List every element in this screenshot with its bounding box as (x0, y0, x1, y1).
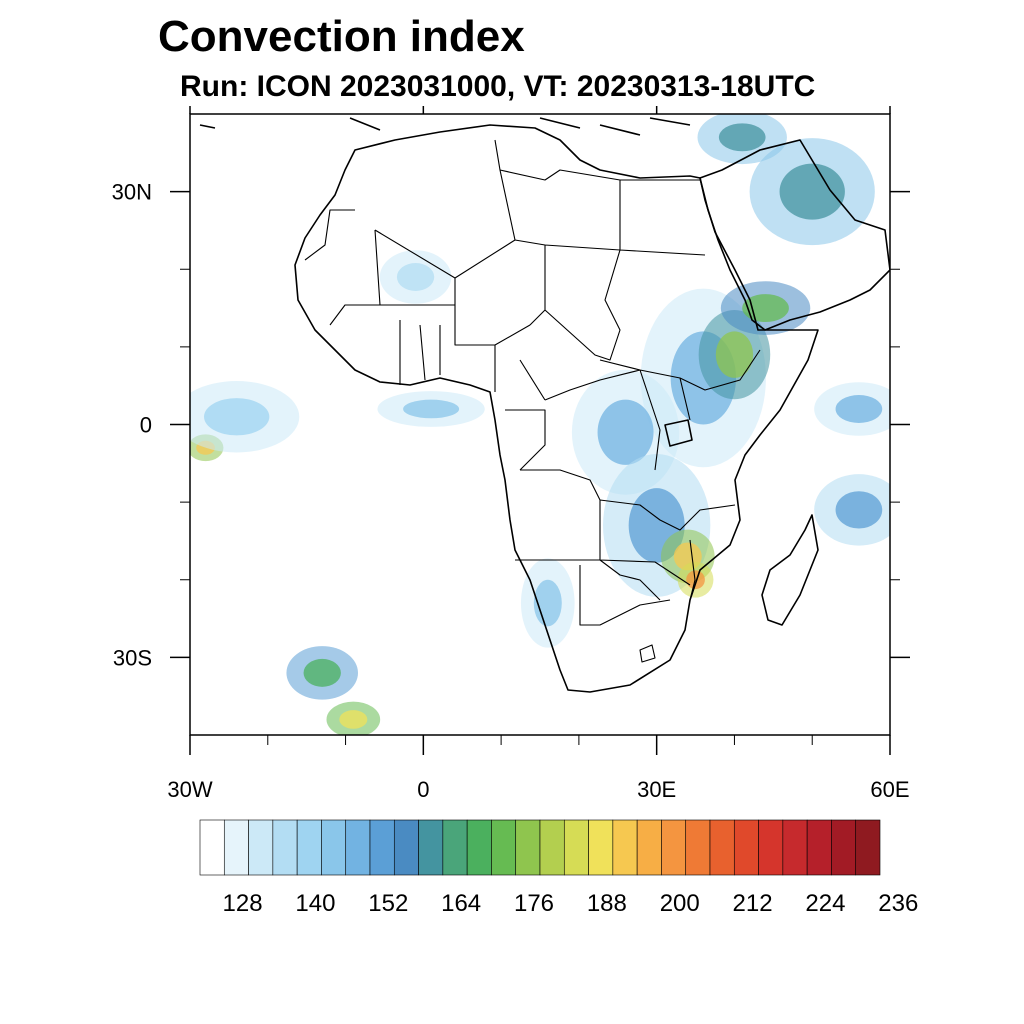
lat-tick-label: 30S (113, 645, 152, 670)
convection-blob (597, 399, 654, 465)
madagascar-coastline (761, 514, 819, 626)
colorbar-swatch (272, 819, 298, 876)
colorbar-swatch (345, 819, 371, 876)
map-subtitle: Run: ICON 2023031000, VT: 20230313-18UTC (180, 70, 816, 103)
colorbar-label: 176 (514, 890, 554, 917)
africa-coastline (294, 124, 819, 693)
lat-tick-label: 30N (112, 180, 152, 205)
colorbar-swatch (442, 819, 468, 876)
colorbar-label: 164 (441, 890, 481, 917)
lat-tick-label: 0 (140, 413, 152, 438)
lon-tick-label: 0 (417, 777, 429, 802)
convection-blob (718, 123, 766, 152)
lon-tick-label: 30W (167, 777, 212, 802)
lon-tick-label: 30E (637, 777, 676, 802)
mediterranean-north-coast (199, 117, 691, 136)
colorbar-swatch (831, 819, 857, 876)
colorbar-swatch (248, 819, 274, 876)
convection-blob (779, 163, 845, 220)
colorbar-swatch (636, 819, 662, 876)
colorbar-label: 188 (587, 890, 627, 917)
map-axes: 30W 0 30E 60E 30N 0 30S (112, 106, 910, 802)
colorbar-swatch (418, 819, 444, 876)
colorbar-label: 152 (368, 890, 408, 917)
colorbar-label: 128 (223, 890, 263, 917)
colorbar-swatch (321, 819, 347, 876)
convection-blob (339, 710, 368, 729)
colorbar-swatch (466, 819, 492, 876)
colorbar-label: 200 (660, 890, 700, 917)
colorbar-swatch (733, 819, 759, 876)
colorbar-swatch (855, 819, 881, 876)
lon-tick-label: 60E (870, 777, 909, 802)
convection-blob (686, 570, 705, 590)
colorbar: 128 140 152 164 176 188 200 212 224 236 (199, 819, 918, 917)
colorbar-label: 224 (805, 890, 845, 917)
convection-blob (835, 395, 883, 423)
colorbar-swatch (588, 819, 614, 876)
convection-blob (715, 331, 754, 378)
arabia-coastline (699, 139, 890, 331)
colorbar-swatch (199, 819, 225, 876)
colorbar-swatch (515, 819, 541, 876)
colorbar-swatch (393, 819, 419, 876)
colorbar-swatch (491, 819, 517, 876)
country-borders (304, 139, 761, 626)
map-title: Convection index (158, 12, 525, 61)
colorbar-swatch (685, 819, 711, 876)
convection-blob (835, 491, 883, 529)
colorbar-label: 140 (295, 890, 335, 917)
convection-blob (396, 263, 435, 291)
colorbar-swatch (563, 819, 589, 876)
colorbar-swatch (612, 819, 638, 876)
lesotho-border (639, 644, 656, 663)
colorbar-swatch (709, 819, 735, 876)
colorbar-swatch (758, 819, 784, 876)
map-plot-area (189, 113, 891, 736)
lake-victoria (664, 419, 693, 447)
convection-blob (204, 398, 270, 436)
colorbar-swatch (296, 819, 322, 876)
convection-blob (303, 658, 341, 687)
colorbar-label: 236 (878, 890, 918, 917)
colorbar-swatch (539, 819, 565, 876)
colorbar-swatch (661, 819, 687, 876)
colorbar-swatch (223, 819, 249, 876)
convection-blob (403, 399, 460, 419)
colorbar-swatch (369, 819, 395, 876)
colorbar-swatch (806, 819, 832, 876)
colorbar-swatch (782, 819, 808, 876)
colorbar-label: 212 (733, 890, 773, 917)
